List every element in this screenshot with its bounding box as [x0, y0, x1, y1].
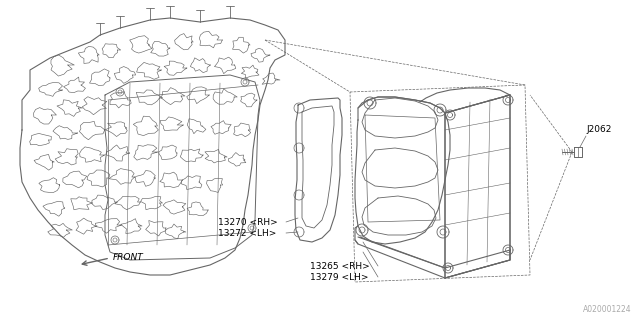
- Text: 13270 <RH>: 13270 <RH>: [218, 218, 278, 227]
- Text: 13265 <RH>: 13265 <RH>: [310, 262, 370, 271]
- Text: 13279 <LH>: 13279 <LH>: [310, 273, 369, 282]
- Text: FRONT: FRONT: [113, 253, 144, 262]
- Text: A020001224: A020001224: [584, 305, 632, 314]
- Text: 13272 <LH>: 13272 <LH>: [218, 229, 276, 238]
- Text: J2062: J2062: [586, 125, 611, 134]
